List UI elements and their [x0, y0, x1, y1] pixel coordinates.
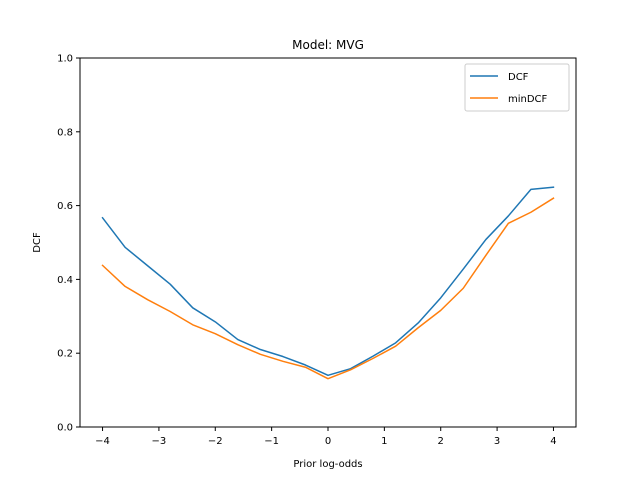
y-tick-label: 0.2	[57, 349, 73, 360]
x-tick-label: 0	[325, 436, 331, 447]
x-tick-label: −1	[264, 436, 279, 447]
x-tick-label: 4	[550, 436, 556, 447]
y-axis-ticks: 0.0 0.2 0.4 0.6 0.8 1.0	[57, 54, 80, 434]
x-tick-label: 3	[494, 436, 500, 447]
y-tick-label: 0.6	[57, 201, 73, 212]
x-axis-ticks: −4 −3 −2 −1 0 1 2 3 4	[95, 427, 557, 447]
y-tick-label: 0.8	[57, 127, 73, 138]
plot-frame	[79, 57, 577, 428]
x-tick-label: 2	[438, 436, 444, 447]
y-tick-label: 0.0	[57, 423, 73, 434]
legend: DCF minDCF	[464, 63, 570, 112]
x-tick-label: −3	[152, 436, 167, 447]
y-tick-label: 0.4	[57, 275, 73, 286]
series-line-mindcf	[101, 197, 555, 380]
legend-label-mindcf: minDCF	[508, 94, 548, 105]
x-tick-label: −4	[95, 436, 110, 447]
y-axis-label: DCF	[32, 232, 43, 253]
x-tick-label: −2	[208, 436, 223, 447]
x-axis-label: Prior log-odds	[293, 459, 362, 470]
series-layer	[101, 186, 555, 380]
y-tick-label: 1.0	[57, 54, 73, 65]
chart-title: Model: MVG	[292, 38, 364, 52]
series-line-dcf	[101, 186, 555, 377]
x-tick-label: 1	[381, 436, 387, 447]
legend-label-dcf: DCF	[508, 72, 529, 83]
